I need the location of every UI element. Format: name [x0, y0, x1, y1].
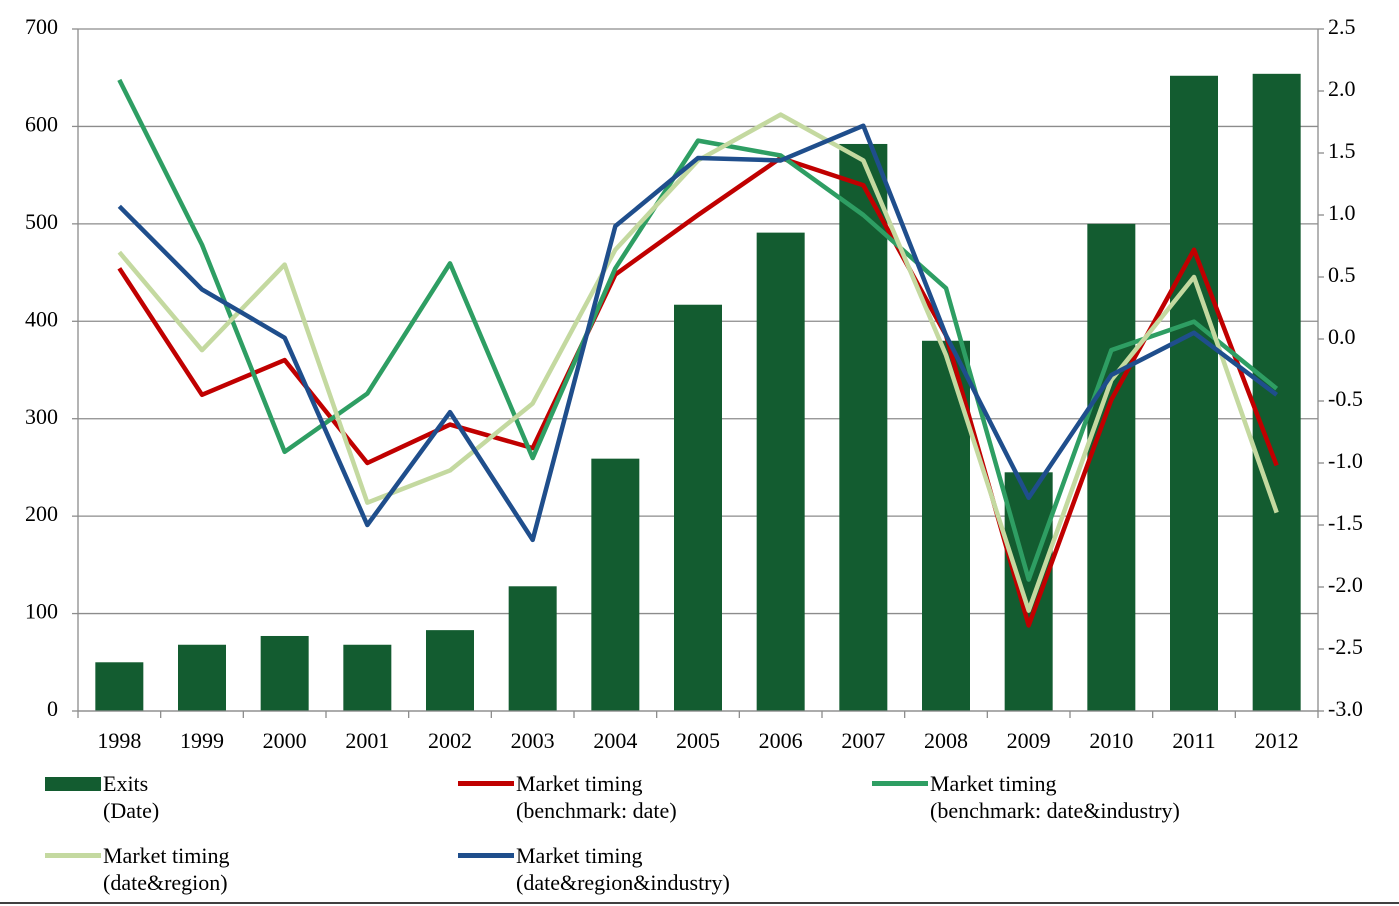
- axes: 0 100 200 300 400 500 600 700 2.5 2.0 1.5 1.0 0.5 0.0…: [25, 14, 1363, 753]
- legend-entry: Exits (Date): [45, 770, 159, 824]
- legend-label: Market timing (benchmark: date&industry): [930, 771, 1180, 823]
- lines: [117, 78, 1279, 628]
- legend-symbol: [45, 777, 101, 791]
- y2-tick-label: -1.5: [1328, 510, 1363, 535]
- legend-label: Market timing (benchmark: date): [516, 771, 677, 823]
- x-tick-label: 2006: [759, 728, 803, 753]
- y2-tick-label: -1.0: [1328, 448, 1363, 473]
- y2-tick-label: 0.5: [1328, 262, 1356, 287]
- legend-label: Market timing (date&region): [103, 843, 230, 895]
- legend-entry: Market timing (benchmark: date): [458, 770, 677, 824]
- x-tick-label: 2005: [676, 728, 720, 753]
- legend-symbol: [45, 853, 101, 858]
- y2-tick-label: -3.0: [1328, 696, 1363, 721]
- legend-symbol: [872, 781, 928, 786]
- line: [117, 78, 1279, 582]
- x-tick-label: 1998: [97, 728, 141, 753]
- bar: [1087, 223, 1136, 711]
- legend-symbol: [458, 781, 514, 786]
- x-tick-label: 2010: [1089, 728, 1133, 753]
- legend-entry: Market timing (date&region&industry): [458, 842, 730, 896]
- x-tick-label: 2008: [924, 728, 968, 753]
- y-tick-label: 300: [25, 404, 58, 429]
- y2-tick-label: 2.5: [1328, 14, 1356, 39]
- y2-tick-label: -2.5: [1328, 634, 1363, 659]
- y2-tick-label: 1.0: [1328, 200, 1356, 225]
- x-tick-label: 1999: [180, 728, 224, 753]
- y2-tick-label: 0.0: [1328, 324, 1356, 349]
- bar: [591, 458, 640, 711]
- bar: [1170, 75, 1218, 711]
- line: [117, 155, 1279, 628]
- x-tick-label: 2003: [511, 728, 555, 753]
- legend-entry: Market timing (date&region): [45, 842, 229, 896]
- x-tick-label: 2007: [841, 728, 885, 753]
- bar: [343, 644, 392, 711]
- bar: [839, 143, 888, 712]
- bar: [178, 644, 226, 711]
- bar: [95, 662, 144, 711]
- y-tick-label: 600: [25, 111, 58, 136]
- legend-entry: Market timing (benchmark: date&industry): [872, 770, 1180, 824]
- y2-tick-label: 2.0: [1328, 76, 1356, 101]
- legend-label: Market timing (date&region&industry): [516, 843, 730, 895]
- y-tick-label: 700: [25, 14, 58, 39]
- y-tick-label: 0: [47, 696, 58, 721]
- bars: [95, 73, 1301, 712]
- x-tick-label: 2000: [263, 728, 307, 753]
- y-tick-label: 400: [25, 306, 58, 331]
- x-tick-label: 2011: [1172, 728, 1215, 753]
- y-tick-label: 100: [25, 599, 58, 624]
- legend-label: Exits (Date): [103, 771, 160, 823]
- bar: [1004, 472, 1053, 711]
- bar: [426, 630, 474, 711]
- y2-tick-label: -0.5: [1328, 386, 1363, 411]
- y2-tick-label: -2.0: [1328, 572, 1363, 597]
- y2-tick-label: 1.5: [1328, 138, 1356, 163]
- x-tick-label: 2004: [593, 728, 637, 753]
- x-tick-label: 2002: [428, 728, 472, 753]
- x-tick-label: 2009: [1007, 728, 1051, 753]
- x-tick-label: 2001: [345, 728, 389, 753]
- y-tick-label: 500: [25, 209, 58, 234]
- line: [117, 123, 1279, 543]
- bar: [508, 586, 557, 711]
- bar: [756, 232, 805, 711]
- legend-symbol: [458, 853, 514, 858]
- y-tick-label: 200: [25, 501, 58, 526]
- bar: [260, 635, 309, 711]
- x-tick-label: 2012: [1255, 728, 1299, 753]
- bar: [674, 304, 722, 711]
